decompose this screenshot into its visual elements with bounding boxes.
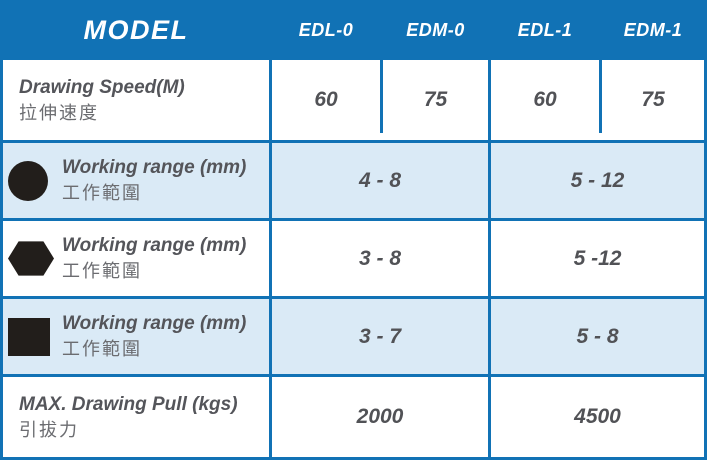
value-cell-speed-edm-0: 75 xyxy=(383,60,488,140)
value-text: 60 xyxy=(533,88,557,111)
row-label-zh: 工作範圍 xyxy=(62,339,142,359)
value-text: 5 -12 xyxy=(573,246,622,270)
value-cell-pull-edl1-edm1: 4500 xyxy=(491,377,704,457)
row-label-max-drawing-pull: MAX. Drawing Pull (kgs) 引拔力 xyxy=(3,377,269,457)
row-label-en: Working range (mm) xyxy=(62,235,247,256)
column-header-edm-1: EDM-1 xyxy=(602,3,704,57)
row-label-text: Drawing Speed(M) 拉伸速度 xyxy=(19,75,185,126)
model-header-cell: MODEL xyxy=(3,3,269,57)
value-cell-speed-edm-1: 75 xyxy=(602,60,704,140)
value-cell-hex-edl1-edm1: 5 -12 xyxy=(491,221,704,296)
value-cell-square-edl0-edm0: 3 - 7 xyxy=(272,299,488,374)
row-label-working-range-round: Working range (mm) 工作範圍 xyxy=(3,143,269,218)
value-text: 2000 xyxy=(356,405,404,428)
value-cell-hex-edl0-edm0: 3 - 8 xyxy=(272,221,488,296)
row-label-en: Working range (mm) xyxy=(62,157,247,178)
value-cell-round-edl1-edm1: 5 - 12 xyxy=(491,143,704,218)
column-header-label: EDM-0 xyxy=(406,19,465,40)
row-label-text: Working range (mm) 工作範圍 xyxy=(62,233,246,284)
row-label-zh: 引拔力 xyxy=(19,419,79,440)
value-text: 4 - 8 xyxy=(358,168,402,192)
row-label-working-range-square: Working range (mm) 工作範圍 xyxy=(3,299,269,374)
value-cell-speed-edl-1: 60 xyxy=(491,60,599,140)
value-text: 75 xyxy=(423,88,448,111)
value-cell-pull-edl0-edm0: 2000 xyxy=(272,377,488,457)
round-section-icon xyxy=(8,160,54,201)
divider-notch xyxy=(599,133,602,140)
value-text: 4500 xyxy=(574,405,621,428)
value-text: 5 - 8 xyxy=(576,324,619,348)
row-label-en: Working range (mm) xyxy=(62,313,247,334)
column-header-label: EDM-1 xyxy=(623,19,683,40)
column-header-edl-0: EDL-0 xyxy=(272,3,380,57)
row-label-en: Drawing Speed(M) xyxy=(19,76,185,98)
value-text: 3 - 7 xyxy=(358,324,402,348)
row-label-text: Working range (mm) 工作範圍 xyxy=(62,155,246,206)
value-text: 3 - 8 xyxy=(358,246,402,270)
row-label-zh: 工作範圍 xyxy=(62,183,142,203)
row-label-drawing-speed: Drawing Speed(M) 拉伸速度 xyxy=(3,60,269,140)
square-section-icon xyxy=(8,317,54,356)
hexagon-section-icon xyxy=(8,240,54,278)
value-text: 5 - 12 xyxy=(570,168,625,192)
divider-notch xyxy=(380,133,383,140)
column-header-edm-0: EDM-0 xyxy=(383,3,488,57)
column-header-label: EDL-0 xyxy=(298,19,354,40)
value-cell-round-edl0-edm0: 4 - 8 xyxy=(272,143,488,218)
value-text: 60 xyxy=(314,88,338,111)
column-header-edl-1: EDL-1 xyxy=(491,3,599,57)
row-label-zh: 拉伸速度 xyxy=(19,102,99,123)
row-label-text: MAX. Drawing Pull (kgs) 引拔力 xyxy=(19,392,238,443)
value-cell-speed-edl-0: 60 xyxy=(272,60,380,140)
row-label-working-range-hexagon: Working range (mm) 工作範圍 xyxy=(3,221,269,296)
row-label-zh: 工作範圍 xyxy=(62,261,142,281)
row-label-text: Working range (mm) 工作範圍 xyxy=(62,311,246,362)
column-header-label: EDL-1 xyxy=(517,19,573,40)
value-cell-square-edl1-edm1: 5 - 8 xyxy=(491,299,704,374)
row-label-en: MAX. Drawing Pull (kgs) xyxy=(19,393,238,415)
value-text: 75 xyxy=(641,88,665,111)
model-header-label: MODEL xyxy=(83,14,189,45)
